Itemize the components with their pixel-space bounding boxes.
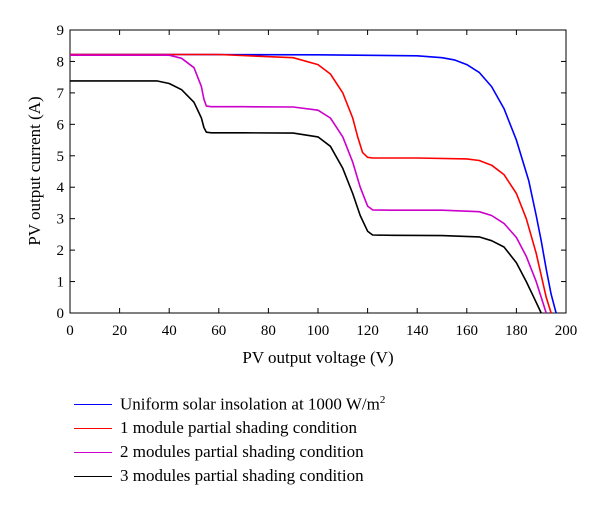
y-tick-label: 7 <box>57 86 65 102</box>
y-tick-label: 4 <box>57 180 65 196</box>
legend-label-3-modules: 3 modules partial shading condition <box>120 466 364 485</box>
legend-item-2-modules: 2 modules partial shading condition <box>74 440 574 464</box>
legend-swatch-1-module <box>74 427 112 429</box>
legend: Uniform solar insolation at 1000 W/m2 1 … <box>74 392 574 488</box>
plot-frame <box>69 29 567 314</box>
y-tick-label: 8 <box>57 54 65 70</box>
legend-label-2-modules: 2 modules partial shading condition <box>120 442 364 461</box>
legend-swatch-2-modules <box>74 451 112 453</box>
legend-item-1-module: 1 module partial shading condition <box>74 416 574 440</box>
legend-item-uniform: Uniform solar insolation at 1000 W/m2 <box>74 392 574 416</box>
series-2-modules-line <box>70 54 547 314</box>
y-tick-label: 6 <box>57 117 65 133</box>
y-tick-label: 5 <box>57 149 65 165</box>
series-3-modules-line <box>70 80 542 314</box>
chart: 0 20 40 60 80 100 120 140 160 180 200 0 1 2 3 4 5 6 7 8 9 PV… <box>25 23 578 367</box>
legend-swatch-3-modules <box>74 475 112 477</box>
x-tick-label: 180 <box>505 323 528 339</box>
x-tick-label: 140 <box>406 323 429 339</box>
x-tick-label: 60 <box>211 323 226 339</box>
legend-label-1-module: 1 module partial shading condition <box>120 418 358 437</box>
legend-label-uniform-superscript: 2 <box>379 393 386 406</box>
x-axis-label: PV output voltage (V) <box>242 348 393 367</box>
x-tick-label: 160 <box>456 323 479 339</box>
x-tick-label: 120 <box>356 323 379 339</box>
series-layer <box>70 53 557 314</box>
legend-swatch-uniform <box>74 403 112 405</box>
y-axis-label: PV output current (A) <box>25 96 44 245</box>
y-tick-label: 3 <box>57 212 65 228</box>
x-tick-label: 0 <box>66 323 74 339</box>
series-uniform-line <box>70 53 557 314</box>
x-tick-label: 80 <box>261 323 276 339</box>
y-tick-label: 9 <box>57 23 65 39</box>
tick-layer: 0 20 40 60 80 100 120 140 160 180 200 0 1 2 3 4 5 6 7 8 9 <box>57 23 578 339</box>
y-tick-label: 1 <box>57 275 65 291</box>
y-tick-label: 2 <box>57 243 65 259</box>
legend-item-3-modules: 3 modules partial shading condition <box>74 464 574 488</box>
x-tick-label: 40 <box>162 323 177 339</box>
series-1-module-line <box>70 53 552 314</box>
x-tick-label: 200 <box>555 323 578 339</box>
x-tick-label: 20 <box>112 323 127 339</box>
legend-label-uniform: Uniform solar insolation at 1000 W/m <box>120 394 380 414</box>
y-tick-label: 0 <box>57 306 65 322</box>
x-tick-label: 100 <box>307 323 330 339</box>
